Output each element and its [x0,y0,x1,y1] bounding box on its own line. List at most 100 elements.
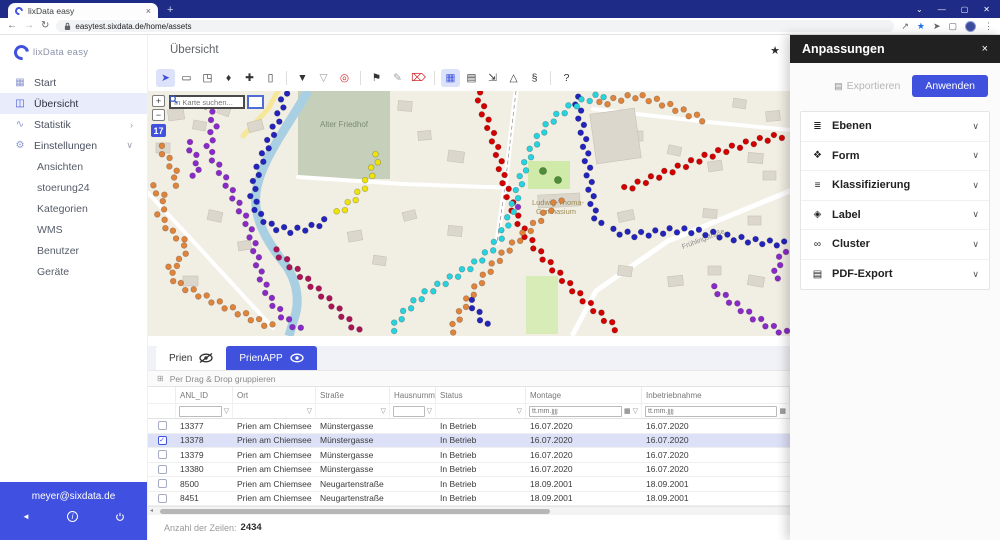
window-menu-icon[interactable]: ⌄ [916,5,923,14]
section-form[interactable]: ❖Form∨ [801,142,989,172]
table-row[interactable]: 13379Prien am ChiemseeMünstergasseIn Bet… [148,448,790,463]
zoom-out-button[interactable]: − [152,109,165,121]
forward-icon[interactable]: → [24,21,34,31]
column-header-Inbetriebnahme[interactable]: Inbetriebnahme [642,387,790,403]
filter-funnel-icon[interactable]: ▽ [517,407,522,415]
filter-off-icon[interactable]: ▽ [314,69,333,87]
export-button[interactable]: ▤ Exportieren [834,80,900,92]
row-checkbox[interactable] [158,450,167,459]
apply-button[interactable]: Anwenden [912,75,988,97]
help-icon[interactable]: ? [557,69,576,87]
document-icon[interactable]: ▤ [462,69,481,87]
column-header-Status[interactable]: Status [436,387,526,403]
warning-icon[interactable]: △ [504,69,523,87]
window-maximize-icon[interactable]: ▢ [961,5,969,14]
section-klassifizierung[interactable]: ≡Klassifizierung∨ [801,171,989,201]
sidebar-item-benutzer[interactable]: Benutzer [0,240,147,261]
extensions-pin-icon[interactable]: ➤ [933,21,941,32]
trash-icon[interactable]: ▯ [261,69,280,87]
pointer-icon[interactable]: ➤ [156,69,175,87]
polygon-select-icon[interactable]: ◳ [198,69,217,87]
collapse-sidebar-icon[interactable]: ◄ [22,512,30,521]
side-panel-icon[interactable]: ▢ [948,21,957,32]
row-checkbox[interactable]: ✓ [158,436,167,445]
tab-close-icon[interactable]: × [146,6,151,16]
export-map-icon[interactable]: ⇲ [483,69,502,87]
app-logo[interactable]: lixData easy [0,35,147,72]
filter-funnel-icon[interactable]: ▽ [381,407,386,415]
sidebar-item-geraete[interactable]: Geräte [0,261,147,282]
column-header-ANL_ID[interactable]: ANL_ID [176,387,233,403]
section-cluster[interactable]: ∞Cluster∨ [801,230,989,260]
table-row[interactable]: 13380Prien am ChiemseeMünstergasseIn Bet… [148,463,790,478]
calendar-icon[interactable]: ▦ [779,407,786,415]
filter-date-input-Montage[interactable] [529,406,622,417]
profile-avatar[interactable] [965,21,976,32]
logout-power-icon[interactable] [115,512,125,522]
clear-selection-icon[interactable]: ◎ [335,69,354,87]
sidebar-item-wms[interactable]: WMS [0,219,147,240]
scroll-left-icon[interactable]: ◂ [150,507,153,516]
filter-date-input-Inbetriebnahme[interactable] [645,406,777,417]
url-bar[interactable]: easytest.sixdata.de/home/assets [56,20,894,32]
favorite-star-icon[interactable]: ★ [770,44,780,57]
delete-icon[interactable]: ⌦ [409,69,428,87]
panel-close-icon[interactable]: × [982,43,988,55]
table-row[interactable]: 13377Prien am ChiemseeMünstergasseIn Bet… [148,419,790,434]
browser-tab[interactable]: lixData easy × [8,3,158,18]
horizontal-scrollbar[interactable]: ◂ [148,506,790,515]
column-header-Montage[interactable]: Montage [526,387,642,403]
filter-funnel-icon[interactable]: ▽ [307,407,312,415]
filter-funnel-icon[interactable]: ▽ [633,407,638,415]
row-checkbox[interactable] [158,479,167,488]
sidebar-item-stoerung24[interactable]: stoerung24 [0,177,147,198]
edit-icon[interactable]: ✎ [388,69,407,87]
column-header-Ort[interactable]: Ort [233,387,316,403]
back-icon[interactable]: ← [7,21,17,31]
new-tab-button[interactable]: + [167,4,173,16]
row-checkbox[interactable] [158,465,167,474]
table-row[interactable]: ✓13378Prien am ChiemseeMünstergasseIn Be… [148,434,790,449]
filter-input-ANL_ID[interactable] [179,406,222,417]
window-minimize-icon[interactable]: — [938,5,946,14]
move-icon[interactable]: ✚ [240,69,259,87]
sidebar-item-uebersicht[interactable]: ◫Übersicht [0,93,147,114]
group-by-bar[interactable]: ⊞ Per Drag & Drop gruppieren [148,370,790,387]
info-icon[interactable]: i [67,511,78,522]
column-header-Straße[interactable]: Straße [316,387,390,403]
rect-select-icon[interactable]: ▭ [177,69,196,87]
calendar-icon[interactable]: ▦ [624,407,631,415]
zoom-in-button[interactable]: + [152,95,165,107]
reload-icon[interactable]: ↻ [41,21,49,31]
sidebar-item-einstellungen[interactable]: ⚙Einstellungen∨ [0,135,147,156]
column-header-checkbox[interactable] [148,387,176,403]
filter-funnel-icon[interactable]: ▽ [427,407,432,415]
map-canvas[interactable]: Alter FriedhofLudwig-Thoma-GymnasiumFrüh… [148,91,790,336]
attachment-icon[interactable]: § [525,69,544,87]
bookmark-star-icon[interactable]: ★ [917,21,925,32]
section-pdf-export[interactable]: ▤PDF-Export∨ [801,260,989,290]
window-close-icon[interactable]: ✕ [983,5,990,14]
stamp-icon[interactable]: ⚑ [367,69,386,87]
filter-icon[interactable]: ▼ [293,69,312,87]
sidebar-item-kategorien[interactable]: Kategorien [0,198,147,219]
filter-funnel-icon[interactable]: ▽ [224,407,229,415]
section-ebenen[interactable]: ≣Ebenen∨ [801,112,989,142]
tab-prien[interactable]: Prien [156,346,226,370]
table-row[interactable]: 8500Prien am ChiemseeNeugartenstraßeIn B… [148,477,790,492]
table-view-icon[interactable]: ▦ [441,69,460,87]
tab-prienapp[interactable]: PrienAPP [226,346,316,370]
sidebar-item-start[interactable]: ▦Start [0,72,147,93]
browser-menu-icon[interactable]: ⋮ [984,21,993,32]
sidebar-item-statistik[interactable]: ∿Statistik› [0,114,147,135]
share-icon[interactable]: ↗ [901,21,909,32]
sidebar-item-ansichten[interactable]: Ansichten [0,156,147,177]
section-label[interactable]: ◈Label∨ [801,201,989,231]
column-header-Hausnummer[interactable]: Hausnummer [390,387,436,403]
row-checkbox[interactable] [158,421,167,430]
scrollbar-thumb[interactable] [160,509,550,514]
pin-icon[interactable]: ♦ [219,69,238,87]
map-search-button[interactable] [247,95,264,109]
row-checkbox[interactable] [158,494,167,503]
filter-input-Hausnummer[interactable] [393,406,425,417]
